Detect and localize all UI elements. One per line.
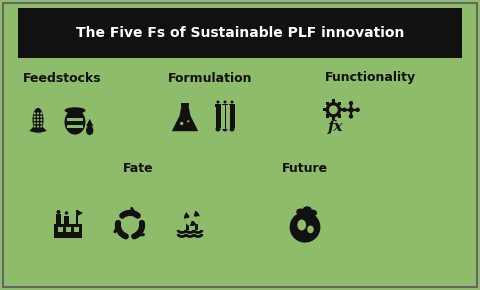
Ellipse shape <box>303 206 312 213</box>
Wedge shape <box>192 217 200 224</box>
Polygon shape <box>77 210 83 216</box>
Circle shape <box>355 108 360 112</box>
Ellipse shape <box>187 120 190 122</box>
Bar <box>332 117 335 120</box>
Ellipse shape <box>40 119 42 121</box>
Bar <box>323 108 326 111</box>
Ellipse shape <box>40 112 42 115</box>
Ellipse shape <box>33 108 44 132</box>
Ellipse shape <box>34 116 36 118</box>
Wedge shape <box>187 211 194 218</box>
Bar <box>58 227 63 232</box>
Bar <box>229 104 235 107</box>
Bar <box>338 102 341 105</box>
Ellipse shape <box>307 226 314 233</box>
Ellipse shape <box>37 119 39 121</box>
Bar <box>195 216 198 230</box>
Circle shape <box>349 114 353 119</box>
Text: The Five Fs of Sustainable PLF innovation: The Five Fs of Sustainable PLF innovatio… <box>76 26 404 40</box>
Ellipse shape <box>300 210 311 216</box>
Circle shape <box>289 212 321 243</box>
Ellipse shape <box>223 126 228 131</box>
Ellipse shape <box>57 210 60 214</box>
Bar <box>216 106 220 128</box>
Text: Future: Future <box>282 162 328 175</box>
Bar <box>215 104 221 107</box>
Ellipse shape <box>297 220 306 231</box>
Text: Feedstocks: Feedstocks <box>23 72 101 84</box>
Text: Formulation: Formulation <box>168 72 252 84</box>
Bar <box>76 210 77 224</box>
Bar <box>74 227 79 232</box>
Ellipse shape <box>34 122 36 124</box>
Bar <box>180 103 190 106</box>
Ellipse shape <box>37 122 39 124</box>
Bar <box>18 8 462 58</box>
Ellipse shape <box>64 107 85 114</box>
Bar <box>54 224 82 238</box>
Bar <box>186 216 189 230</box>
Circle shape <box>329 105 338 114</box>
Ellipse shape <box>34 126 36 128</box>
Ellipse shape <box>40 116 42 118</box>
Circle shape <box>342 108 347 112</box>
Ellipse shape <box>40 122 42 124</box>
Bar <box>56 214 61 226</box>
Circle shape <box>126 221 134 229</box>
Ellipse shape <box>224 101 227 104</box>
Text: Fate: Fate <box>123 162 153 175</box>
Ellipse shape <box>65 211 68 215</box>
Ellipse shape <box>37 116 39 118</box>
Bar <box>325 102 329 105</box>
Text: Functionality: Functionality <box>324 72 416 84</box>
Bar <box>220 105 225 129</box>
Ellipse shape <box>229 126 235 131</box>
Ellipse shape <box>86 126 94 135</box>
Ellipse shape <box>216 101 219 104</box>
Circle shape <box>189 215 195 221</box>
Bar <box>67 118 84 121</box>
Ellipse shape <box>180 122 183 125</box>
Wedge shape <box>185 218 192 225</box>
Bar <box>226 105 229 129</box>
Ellipse shape <box>34 119 36 121</box>
Bar <box>222 104 228 107</box>
Circle shape <box>326 102 341 117</box>
Bar <box>182 105 188 116</box>
Ellipse shape <box>34 112 36 115</box>
Polygon shape <box>172 105 198 131</box>
Ellipse shape <box>37 126 39 128</box>
Ellipse shape <box>37 112 39 115</box>
Ellipse shape <box>216 126 220 131</box>
Bar <box>325 114 329 118</box>
Bar <box>67 125 84 128</box>
Bar <box>332 99 335 103</box>
Polygon shape <box>29 127 38 133</box>
Circle shape <box>348 107 354 113</box>
Ellipse shape <box>308 210 317 216</box>
Bar <box>223 106 228 128</box>
Polygon shape <box>86 119 94 126</box>
Circle shape <box>184 210 200 226</box>
Ellipse shape <box>64 109 85 135</box>
Ellipse shape <box>40 126 42 128</box>
Bar <box>338 114 341 118</box>
Ellipse shape <box>296 209 305 215</box>
Bar <box>64 216 69 226</box>
Ellipse shape <box>230 101 233 104</box>
Bar <box>66 227 71 232</box>
Circle shape <box>349 101 353 105</box>
Bar <box>229 106 235 128</box>
Text: fx: fx <box>328 120 343 134</box>
Polygon shape <box>38 127 47 133</box>
Bar <box>340 108 344 111</box>
